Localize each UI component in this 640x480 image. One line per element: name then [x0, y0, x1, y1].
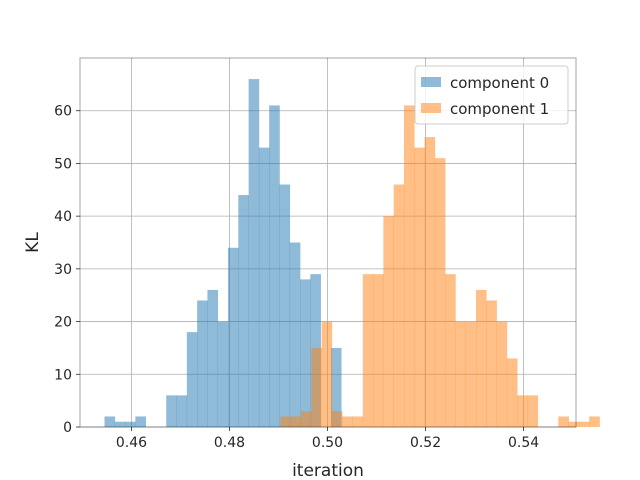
- histogram-bar-component-1: [445, 274, 456, 427]
- y-tick-label: 10: [54, 367, 72, 383]
- histogram-bar-component-0: [258, 147, 270, 427]
- histogram-bar-component-1: [362, 274, 374, 427]
- histogram-bar-component-1: [301, 411, 312, 427]
- histogram-bar-component-0: [186, 332, 198, 427]
- x-tick-label: 0.52: [410, 435, 441, 451]
- histogram-bar-component-1: [465, 321, 477, 427]
- histogram-bar-component-1: [290, 416, 302, 427]
- histogram-bar-component-1: [527, 395, 539, 427]
- histogram-bar-component-1: [342, 416, 353, 427]
- histogram-bar-component-0: [248, 79, 260, 427]
- legend-label-component-0: component 0: [450, 74, 549, 92]
- histogram-bar-component-0: [238, 195, 249, 427]
- x-tick-label: 0.54: [508, 435, 539, 451]
- histogram-bar-component-1: [476, 289, 487, 427]
- legend-box: [414, 65, 569, 125]
- legend-label-component-1: component 1: [450, 100, 549, 118]
- y-tick-label: 20: [54, 315, 72, 331]
- histogram-bar-component-0: [207, 289, 219, 427]
- histogram-bar-component-0: [166, 395, 177, 427]
- histogram-bar-component-0: [228, 247, 239, 427]
- histogram-bar-component-0: [269, 105, 280, 427]
- histogram-bar-component-0: [114, 421, 126, 427]
- histogram-bar-component-1: [321, 321, 333, 427]
- histogram-bar-component-1: [424, 137, 436, 428]
- histogram-bar-component-0: [197, 300, 208, 427]
- y-tick-label: 60: [54, 104, 72, 120]
- x-tick-label: 0.48: [214, 435, 245, 451]
- histogram-bar-component-1: [434, 158, 446, 427]
- legend-swatch-component-1: [421, 103, 441, 113]
- histogram-bar-component-0: [300, 279, 311, 427]
- histogram-bar-component-1: [280, 416, 292, 427]
- histogram-bar-component-1: [517, 395, 528, 427]
- histogram-bar-component-1: [311, 347, 322, 427]
- histogram-bar-component-1: [589, 416, 600, 427]
- histogram-bar-component-1: [403, 105, 415, 427]
- histogram-bar-component-0: [330, 347, 342, 427]
- histogram-bar-component-1: [578, 421, 590, 427]
- histogram-bar-component-0: [125, 421, 136, 427]
- y-tick-label: 30: [54, 262, 72, 278]
- histogram-bars: [104, 79, 600, 428]
- x-tick-label: 0.46: [116, 435, 147, 451]
- histogram-bar-component-1: [373, 274, 384, 427]
- histogram-bar-component-1: [568, 421, 580, 427]
- histogram-bar-component-0: [289, 242, 301, 427]
- legend-swatch-component-0: [421, 77, 441, 87]
- histogram-bar-component-1: [558, 416, 569, 427]
- histogram-bar-component-1: [496, 321, 508, 427]
- histogram-bar-component-1: [331, 411, 343, 427]
- histogram-bar-component-0: [104, 416, 116, 427]
- histogram-bar-component-1: [455, 321, 467, 427]
- y-axis-label: KL: [23, 232, 43, 253]
- histogram-bar-component-0: [217, 321, 229, 427]
- histogram-bar-component-0: [135, 416, 146, 427]
- y-tick-label: 40: [54, 209, 72, 225]
- x-axis-label: iteration: [292, 461, 364, 480]
- histogram-bar-component-1: [414, 147, 425, 427]
- histogram-bar-component-0: [176, 395, 188, 427]
- histogram-bar-component-0: [279, 184, 291, 427]
- y-tick-label: 50: [54, 156, 72, 172]
- histogram-bar-component-1: [486, 300, 497, 427]
- axis-ticks: 0.46 0.48 0.50 0.52 0.54 0 10 20 30 40 50 60: [54, 104, 539, 451]
- y-tick-label: 0: [63, 420, 72, 436]
- x-tick-label: 0.50: [312, 435, 343, 451]
- plot-area-frame: [79, 57, 577, 428]
- histogram-bar-component-1: [352, 416, 364, 427]
- histogram-bar-component-1: [383, 216, 394, 427]
- grid-lines: [80, 58, 576, 428]
- legend: component 0 component 1: [414, 65, 569, 125]
- histogram-bar-component-1: [506, 358, 518, 427]
- histogram-bar-component-1: [393, 184, 405, 427]
